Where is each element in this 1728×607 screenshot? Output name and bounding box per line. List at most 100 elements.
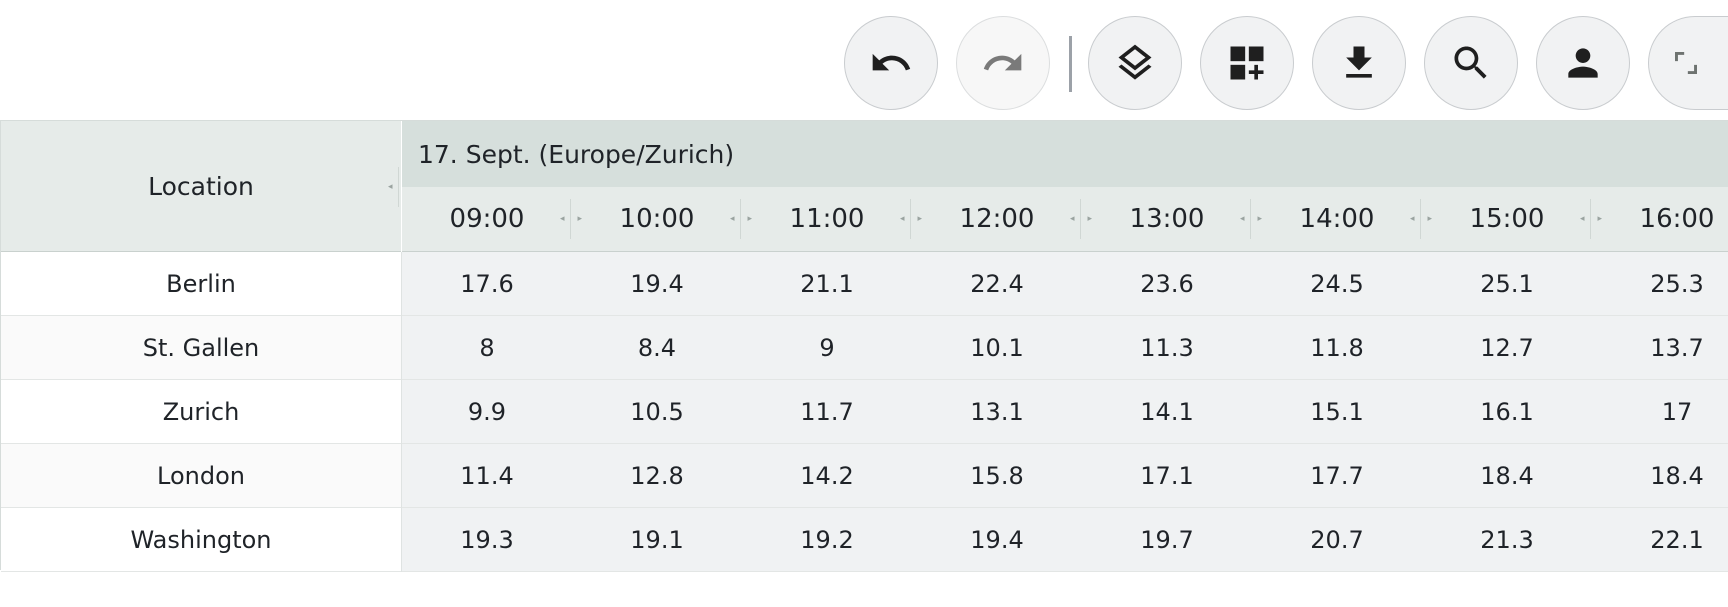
value-cell: 18.4 <box>1650 461 1704 490</box>
time-label: 11:00 <box>789 204 865 234</box>
column-resizer[interactable]: ◂▸ <box>900 199 922 239</box>
date-header-label: 17. Sept. (Europe/Zurich) <box>418 139 735 169</box>
time-header-row: 09:00 ◂ ▸ 10:00 ◂ ▸ 11:00 ◂ ▸ 12:00 ◂ ▸ 13:0… <box>402 187 1728 252</box>
value-cell: 13.1 <box>970 397 1024 426</box>
value-cell: 18.4 <box>1480 461 1534 490</box>
column-resizer[interactable]: ◂▸ <box>1410 199 1432 239</box>
value-cell: 10.1 <box>970 333 1024 362</box>
value-cell: 9 <box>819 333 835 362</box>
user-button[interactable] <box>1536 16 1630 110</box>
time-header-1300[interactable]: 13:00 <box>1082 187 1252 251</box>
column-resizer[interactable]: ◂▸ <box>1240 199 1262 239</box>
download-icon <box>1346 46 1372 78</box>
frozen-column-divider <box>401 252 402 572</box>
date-group-header: 17. Sept. (Europe/Zurich) <box>402 121 1728 187</box>
time-label: 13:00 <box>1129 204 1205 234</box>
undo-icon <box>872 53 911 71</box>
value-cell: 17.6 <box>460 269 514 298</box>
column-resizer[interactable]: ◂▸ <box>560 199 582 239</box>
location-cell: Zurich <box>1 380 401 444</box>
search-icon <box>1454 46 1487 79</box>
table-row: 9.9 10.5 11.7 13.1 14.1 15.1 16.1 17 <box>402 380 1728 444</box>
search-button[interactable] <box>1424 16 1518 110</box>
value-cell: 17 <box>1661 397 1693 426</box>
value-cell: 10.5 <box>630 397 684 426</box>
location-label: Washington <box>130 525 272 554</box>
value-cell: 8 <box>479 333 495 362</box>
column-resizer[interactable]: ◂▸ <box>730 199 752 239</box>
value-cell: 11.8 <box>1310 333 1364 362</box>
time-header-1200[interactable]: 12:00 <box>912 187 1082 251</box>
location-cell: London <box>1 444 401 508</box>
value-cell: 22.4 <box>970 269 1024 298</box>
time-label: 16:00 <box>1639 204 1715 234</box>
toolbar <box>0 16 1728 112</box>
value-cell: 12.7 <box>1480 333 1534 362</box>
value-cell: 25.3 <box>1650 269 1704 298</box>
value-cell: 8.4 <box>637 333 677 362</box>
redo-button[interactable] <box>956 16 1050 110</box>
table-row: 8 8.4 9 10.1 11.3 11.8 12.7 13.7 <box>402 316 1728 380</box>
location-cell: St. Gallen <box>1 316 401 380</box>
fullscreen-icon <box>1674 52 1697 74</box>
table-row: 11.4 12.8 14.2 15.8 17.1 17.7 18.4 18.4 <box>402 444 1728 508</box>
value-cell: 17.7 <box>1310 461 1364 490</box>
fullscreen-button[interactable] <box>1648 16 1728 110</box>
time-header-0900[interactable]: 09:00 <box>402 187 572 251</box>
time-header-1600[interactable]: 16:00 <box>1592 187 1728 251</box>
value-cell: 14.1 <box>1140 397 1194 426</box>
location-cell: Washington <box>1 508 401 572</box>
value-cell: 22.1 <box>1650 525 1704 554</box>
values-area: 17.6 19.4 21.1 22.4 23.6 24.5 25.1 25.3 … <box>402 252 1728 572</box>
value-cell: 15.8 <box>970 461 1024 490</box>
location-label: Berlin <box>166 269 236 298</box>
value-cell: 11.7 <box>800 397 854 426</box>
value-cell: 20.7 <box>1310 525 1364 554</box>
value-cell: 17.1 <box>1140 461 1194 490</box>
add-grid-icon <box>1230 46 1264 80</box>
download-button[interactable] <box>1312 16 1406 110</box>
location-label: St. Gallen <box>142 333 260 362</box>
value-cell: 21.1 <box>800 269 854 298</box>
table-row: 19.3 19.1 19.2 19.4 19.7 20.7 21.3 22.1 <box>402 508 1728 572</box>
layers-icon <box>1118 44 1152 80</box>
time-header-1500[interactable]: 15:00 <box>1422 187 1592 251</box>
undo-button[interactable] <box>844 16 938 110</box>
toolbar-separator <box>1069 36 1072 92</box>
value-cell: 11.4 <box>460 461 514 490</box>
time-label: 15:00 <box>1469 204 1545 234</box>
location-header-label: Location <box>148 171 254 201</box>
time-header-1400[interactable]: 14:00 <box>1252 187 1422 251</box>
value-cell: 12.8 <box>630 461 684 490</box>
time-label: 12:00 <box>959 204 1035 234</box>
add-widget-button[interactable] <box>1200 16 1294 110</box>
location-column-header[interactable]: Location <box>1 121 401 252</box>
value-cell: 11.3 <box>1140 333 1194 362</box>
value-cell: 19.3 <box>460 525 514 554</box>
time-header-1100[interactable]: 11:00 <box>742 187 912 251</box>
value-cell: 21.3 <box>1480 525 1534 554</box>
location-label: Zurich <box>162 397 240 426</box>
value-cell: 24.5 <box>1310 269 1364 298</box>
value-cell: 14.2 <box>800 461 854 490</box>
time-label: 09:00 <box>449 204 525 234</box>
person-icon <box>1568 48 1598 78</box>
layers-button[interactable] <box>1088 16 1182 110</box>
location-cell: Berlin <box>1 252 401 316</box>
time-header-1000[interactable]: 10:00 <box>572 187 742 251</box>
table-row: 17.6 19.4 21.1 22.4 23.6 24.5 25.1 25.3 <box>402 252 1728 316</box>
value-cell: 23.6 <box>1140 269 1194 298</box>
value-cell: 9.9 <box>467 397 507 426</box>
location-column: Berlin St. Gallen Zurich London Washingt… <box>1 252 401 572</box>
column-resizer[interactable]: ◂▸ <box>1580 199 1602 239</box>
location-label: London <box>157 461 245 490</box>
value-cell: 16.1 <box>1480 397 1534 426</box>
time-label: 10:00 <box>619 204 695 234</box>
data-table: Location ◂▸ 17. Sept. (Europe/Zurich) 09… <box>0 120 1728 572</box>
value-cell: 13.7 <box>1650 333 1704 362</box>
value-cell: 19.4 <box>970 525 1024 554</box>
value-cell: 19.1 <box>630 525 684 554</box>
column-resizer[interactable]: ◂▸ <box>1070 199 1092 239</box>
time-label: 14:00 <box>1299 204 1375 234</box>
value-cell: 25.1 <box>1480 269 1534 298</box>
